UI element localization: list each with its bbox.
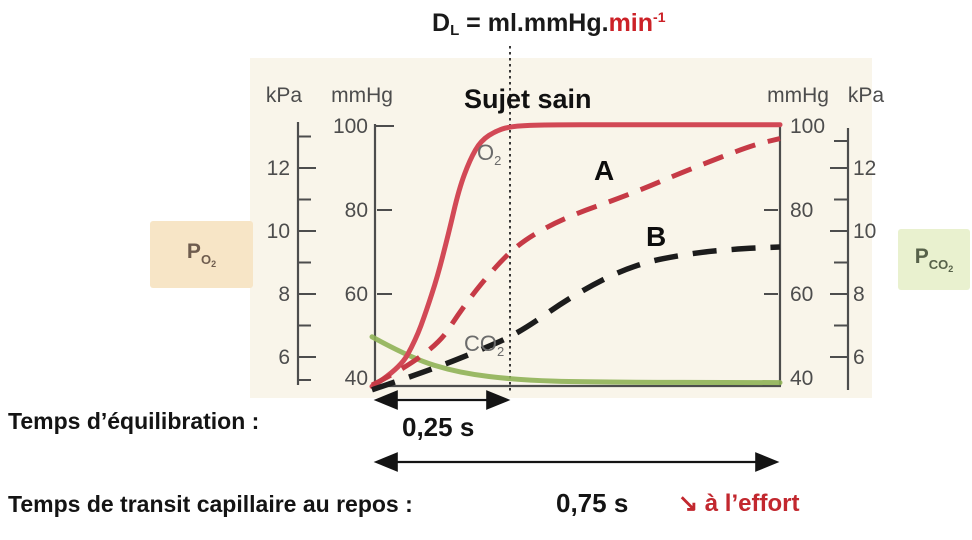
curve-o2 <box>369 122 783 389</box>
left-kpa-tick-12: 12 <box>267 157 290 180</box>
pco2-symbol: P <box>914 245 929 268</box>
pco2-subsub: 2 <box>948 264 954 274</box>
subtitle-sujet-sain: Sujet sain <box>464 84 592 114</box>
title-dl-sub: L <box>450 22 460 39</box>
co2-label-sub: 2 <box>497 344 505 359</box>
po2-sub: O <box>200 252 212 267</box>
left-mmhg-tick-60: 60 <box>345 283 368 306</box>
curve-b <box>371 244 781 393</box>
left-kpa-axis: 12 10 8 6 <box>267 122 316 385</box>
pco2-sub: CO <box>928 257 949 272</box>
curve-a <box>370 136 781 388</box>
left-mmhg-tick-40: 40 <box>345 367 368 390</box>
effort-note: ↘ à l’effort <box>678 490 800 517</box>
curve-co2 <box>369 334 783 386</box>
left-kpa-tick-10: 10 <box>267 220 290 243</box>
right-mmhg-tick-100: 100 <box>790 115 825 138</box>
left-mmhg-unit: mmHg <box>331 84 393 107</box>
right-kpa-tick-6: 6 <box>853 346 865 369</box>
title-min: min <box>608 9 654 37</box>
left-mmhg-tick-100: 100 <box>333 115 368 138</box>
curve-b-label: B <box>646 221 667 252</box>
left-kpa-unit: kPa <box>266 84 303 107</box>
scan-background <box>250 58 872 398</box>
curve-a-label: A <box>594 155 615 186</box>
co2-label-base: CO <box>464 331 497 356</box>
o2-curve-label: O2 <box>477 140 501 168</box>
po2-symbol: P <box>186 240 201 263</box>
right-kpa-tick-10: 10 <box>853 220 876 243</box>
transit-label: Temps de transit capillaire au repos : <box>8 491 413 517</box>
plot-frame <box>372 124 782 388</box>
right-mmhg-tick-80: 80 <box>790 199 813 222</box>
right-kpa-tick-8: 8 <box>853 283 865 306</box>
equilibration-value: 0,25 s <box>402 412 475 442</box>
co2-curve-label: CO2 <box>464 331 504 359</box>
left-kpa-tick-8: 8 <box>278 283 290 306</box>
pco2-box: PCO2 <box>898 229 970 290</box>
po2-subsub: 2 <box>211 259 217 269</box>
title-units: = ml.mmHg. <box>459 9 609 37</box>
right-mmhg-tick-40: 40 <box>790 367 813 390</box>
o2-label-sub: 2 <box>494 153 502 168</box>
title-dl: D <box>432 9 451 37</box>
title-min-exp: -1 <box>653 9 666 25</box>
transit-value: 0,75 s <box>556 488 629 518</box>
right-mmhg-axis: 100 80 60 40 <box>764 115 825 390</box>
right-mmhg-unit: mmHg <box>767 84 829 107</box>
right-kpa-tick-12: 12 <box>853 157 876 180</box>
right-kpa-axis: 12 10 8 6 <box>830 128 876 390</box>
right-mmhg-tick-60: 60 <box>790 283 813 306</box>
right-kpa-unit: kPa <box>848 84 885 107</box>
left-kpa-tick-6: 6 <box>278 346 290 369</box>
equilibration-label: Temps d’équilibration : <box>8 408 260 434</box>
o2-label-base: O <box>477 140 495 165</box>
left-mmhg-tick-80: 80 <box>345 199 368 222</box>
left-mmhg-axis: 100 80 60 40 <box>333 115 392 390</box>
po2-box: PO2 <box>150 221 253 288</box>
chart-title: DL = ml.mmHg.min-1 <box>432 9 665 39</box>
